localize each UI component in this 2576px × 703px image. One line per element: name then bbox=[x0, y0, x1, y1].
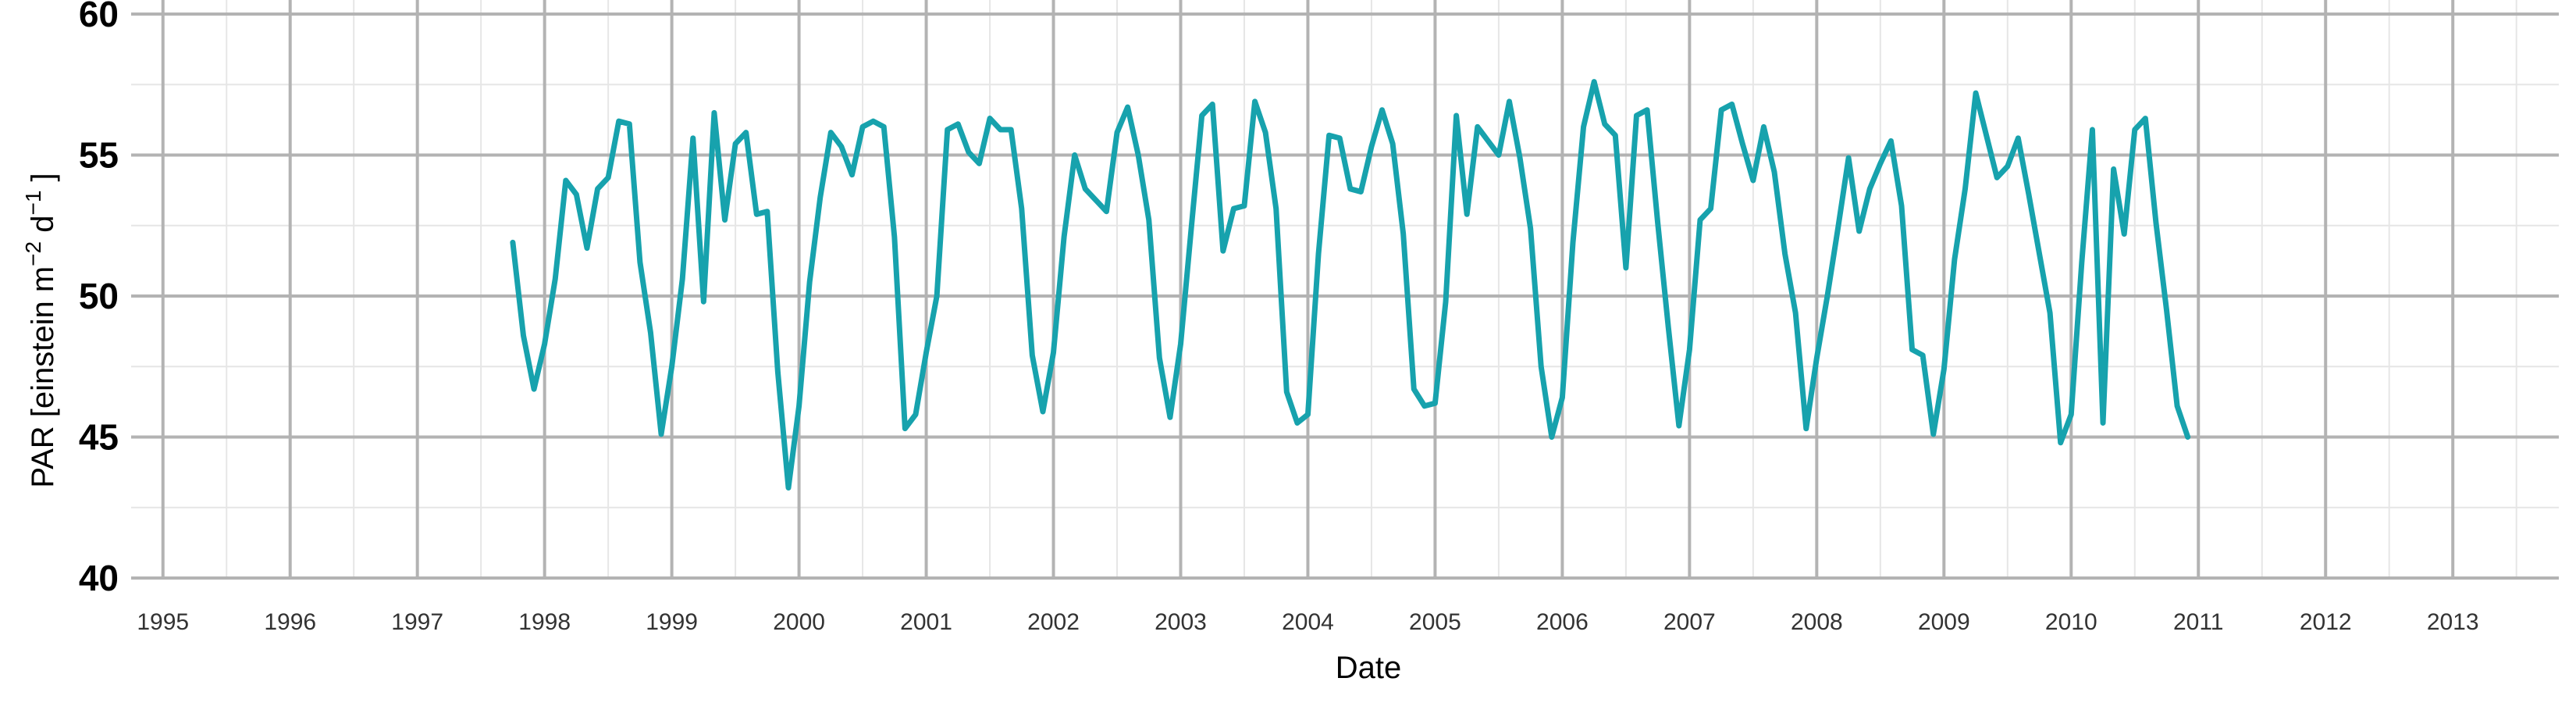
y-tick-label: 60 bbox=[79, 0, 119, 34]
x-axis-ticks: 1995 1996 1997 1998 1999 2000 2001 2002 2003 2004… bbox=[137, 609, 2478, 635]
x-tick-label: 1998 bbox=[518, 609, 571, 635]
y-axis-title: PAR [einstein m−2 d−1 ] bbox=[21, 173, 60, 487]
x-tick-label: 2005 bbox=[1409, 609, 1461, 635]
x-tick-label: 1996 bbox=[264, 609, 316, 635]
x-tick-label: 2004 bbox=[1282, 609, 1334, 635]
x-tick-label: 2009 bbox=[1918, 609, 1970, 635]
x-tick-label: 2010 bbox=[2045, 609, 2097, 635]
y-tick-label: 55 bbox=[79, 135, 119, 176]
x-tick-label: 2007 bbox=[1663, 609, 1716, 635]
minor-grid bbox=[131, 0, 2559, 578]
x-tick-label: 2011 bbox=[2173, 609, 2224, 635]
y-tick-label: 45 bbox=[79, 417, 119, 458]
series-line-par bbox=[510, 79, 2191, 491]
x-tick-label: 1997 bbox=[391, 609, 443, 635]
major-grid bbox=[131, 0, 2559, 580]
y-tick-label: 50 bbox=[79, 276, 119, 316]
x-tick-label: 2003 bbox=[1155, 609, 1207, 635]
y-axis-ticks: 40 45 50 55 60 bbox=[79, 0, 119, 598]
x-tick-label: 2006 bbox=[1536, 609, 1589, 635]
x-tick-label: 2012 bbox=[2300, 609, 2352, 635]
x-tick-label: 2013 bbox=[2427, 609, 2479, 635]
x-tick-label: 2008 bbox=[1791, 609, 1843, 635]
x-tick-label: 1999 bbox=[646, 609, 698, 635]
x-tick-label: 2002 bbox=[1027, 609, 1080, 635]
x-tick-label: 2000 bbox=[773, 609, 825, 635]
y-tick-label: 40 bbox=[79, 558, 119, 598]
x-tick-label: 2001 bbox=[900, 609, 952, 635]
x-axis-title: Date bbox=[1336, 651, 1402, 685]
x-tick-label: 1995 bbox=[137, 609, 189, 635]
